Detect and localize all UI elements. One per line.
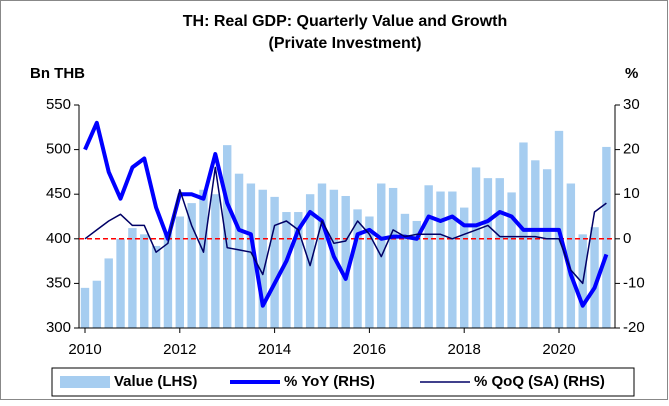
- legend-label: % YoY (RHS): [284, 373, 375, 390]
- bar: [590, 227, 599, 328]
- x-tick-label: 2014: [258, 341, 291, 358]
- legend-swatch: [60, 376, 110, 388]
- bar: [128, 228, 137, 328]
- y-axis-label: Bn THB: [30, 65, 85, 82]
- y-tick-label: 300: [46, 319, 71, 336]
- bar: [341, 195, 350, 328]
- y2-axis-label: %: [625, 65, 638, 82]
- chart-subtitle: (Private Investment): [269, 35, 422, 52]
- bar: [294, 212, 303, 328]
- x-tick-label: 2020: [542, 341, 575, 358]
- y-tick-label: 550: [46, 96, 71, 113]
- bar: [211, 194, 220, 328]
- y2-tick-label: -10: [623, 274, 645, 291]
- y-tick-label: 400: [46, 230, 71, 247]
- bar: [151, 245, 161, 328]
- y2-tick-label: 20: [623, 141, 640, 158]
- bar: [80, 287, 90, 328]
- bar: [412, 220, 421, 328]
- bar: [234, 173, 244, 328]
- bar: [471, 167, 481, 328]
- bar: [270, 196, 279, 328]
- bar: [104, 258, 113, 328]
- bar: [400, 213, 410, 328]
- bar: [223, 145, 232, 328]
- chart-title: TH: Real GDP: Quarterly Value and Growth: [183, 13, 508, 30]
- bar: [282, 212, 291, 328]
- bar: [519, 142, 528, 328]
- bar: [542, 169, 552, 328]
- bar: [258, 189, 267, 328]
- bar: [199, 189, 208, 328]
- legend-label: % QoQ (SA) (RHS): [474, 373, 605, 390]
- bar: [305, 194, 315, 328]
- bar: [246, 183, 256, 328]
- bar: [602, 146, 611, 328]
- bar: [365, 216, 374, 328]
- bar: [495, 178, 504, 328]
- y-tick-label: 500: [46, 141, 71, 158]
- bar: [187, 203, 196, 328]
- legend-box: [51, 367, 635, 397]
- bar: [92, 280, 102, 328]
- bar: [388, 187, 398, 328]
- bar: [448, 191, 457, 328]
- x-tick-label: 2010: [68, 341, 101, 358]
- bar: [436, 191, 445, 328]
- bar: [140, 234, 149, 328]
- x-tick-label: 2016: [353, 341, 386, 358]
- bar: [531, 160, 540, 328]
- bar: [317, 183, 327, 328]
- y2-tick-label: -20: [623, 319, 645, 336]
- y2-tick-label: 10: [623, 185, 640, 202]
- bar: [483, 178, 493, 328]
- bar: [566, 183, 576, 328]
- y-tick-label: 350: [46, 274, 71, 291]
- y-tick-label: 450: [46, 185, 71, 202]
- bar: [116, 238, 125, 328]
- bar: [163, 231, 173, 328]
- bar: [460, 207, 469, 328]
- line: [84, 166, 607, 285]
- bar: [353, 209, 362, 328]
- bar: [507, 192, 516, 328]
- x-tick-label: 2012: [163, 341, 196, 358]
- y2-tick-label: 0: [623, 230, 631, 247]
- bar: [424, 185, 433, 328]
- bar: [175, 216, 184, 328]
- x-tick-label: 2018: [448, 341, 481, 358]
- y2-tick-label: 30: [623, 96, 640, 113]
- legend-label: Value (LHS): [114, 373, 197, 390]
